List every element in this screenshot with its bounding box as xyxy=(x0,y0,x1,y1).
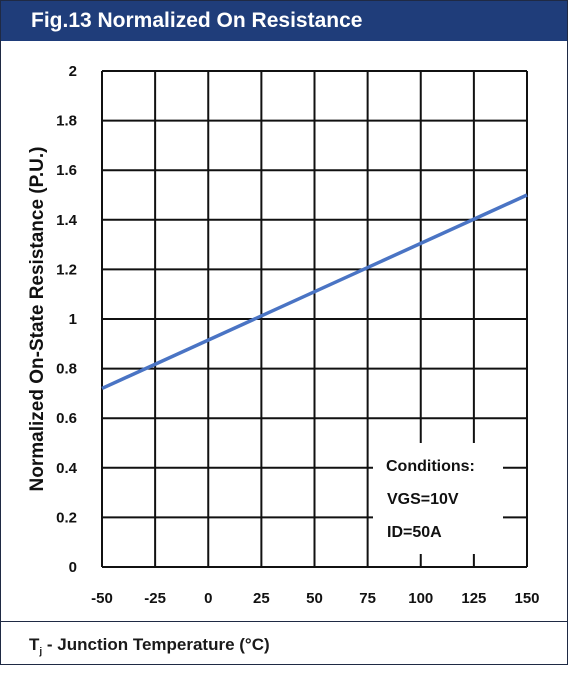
y-axis-label: Normalized On-State Resistance (P.U.) xyxy=(27,147,48,492)
conditions-text: VGS=10V xyxy=(387,491,459,508)
x-tick-label: 125 xyxy=(461,590,486,607)
y-tick-label: 0 xyxy=(69,559,77,576)
conditions-box: Conditions: VGS=10V ID=50A xyxy=(373,443,503,554)
chart-svg: -50 -25 0 25 50 75 100 125 150 0 0.2 0.4 0.6 0.8 1 1.2… xyxy=(27,63,540,607)
conditions-text: Conditions: xyxy=(386,458,475,475)
y-tick-label: 1.4 xyxy=(56,212,78,229)
y-tick-label: 0.4 xyxy=(56,460,78,477)
x-axis-label-rest: - Junction Temperature (°C) xyxy=(42,635,270,654)
x-tick-label: 75 xyxy=(359,590,376,607)
x-tick-label: 150 xyxy=(514,590,539,607)
y-tick-label: 1.6 xyxy=(56,162,77,179)
x-axis-label-sub: j xyxy=(39,646,43,658)
y-tick-label: 1.8 xyxy=(56,113,77,130)
y-tick-label: 0.8 xyxy=(56,361,77,378)
y-tick-label: 2 xyxy=(69,63,77,80)
x-tick-label: -50 xyxy=(91,590,113,607)
x-tick-labels: -50 -25 0 25 50 75 100 125 150 xyxy=(91,590,539,607)
x-tick-label: -25 xyxy=(144,590,166,607)
x-axis-label: Tj - Junction Temperature (°C) xyxy=(1,621,567,664)
y-tick-label: 1.2 xyxy=(56,261,77,278)
x-tick-label: 0 xyxy=(204,590,212,607)
y-tick-label: 1 xyxy=(69,311,77,328)
y-tick-labels: 0 0.2 0.4 0.6 0.8 1 1.2 1.4 1.6 1.8 2 xyxy=(56,63,78,576)
series-line-0 xyxy=(101,193,528,391)
chart-title: Fig.13 Normalized On Resistance xyxy=(1,1,567,41)
x-tick-label: 25 xyxy=(253,590,270,607)
y-tick-label: 0.2 xyxy=(56,509,77,526)
x-tick-label: 100 xyxy=(408,590,433,607)
y-tick-label: 0.6 xyxy=(56,410,77,427)
conditions-text: ID=50A xyxy=(387,524,442,541)
plot-area xyxy=(101,193,528,391)
x-tick-label: 50 xyxy=(306,590,323,607)
x-axis-label-main: T xyxy=(29,635,40,654)
conditions-box-bg xyxy=(373,443,503,554)
